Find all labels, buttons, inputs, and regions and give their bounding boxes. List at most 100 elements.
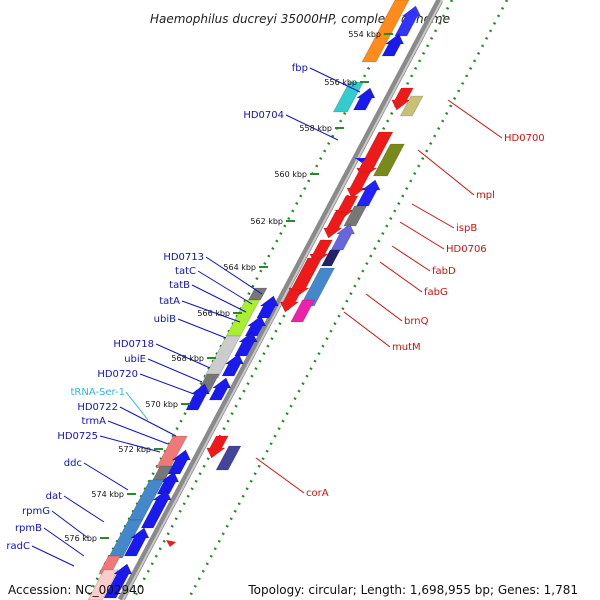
- gene-label-right: fabG: [424, 287, 448, 298]
- gene-feature: [288, 257, 323, 299]
- gene-feature: [234, 331, 258, 357]
- gene-label-left: radC: [6, 541, 30, 552]
- gene-feature: [353, 87, 376, 111]
- gene-feature: [391, 87, 414, 111]
- leader-line: [139, 373, 195, 395]
- leader-line: [31, 545, 75, 567]
- gene-label-right: mpl: [476, 190, 495, 201]
- leader-line: [411, 203, 455, 229]
- gene-label-right: HD0706: [446, 244, 487, 255]
- gene-label-left: ubiB: [154, 314, 176, 325]
- gene-feature: [221, 353, 244, 377]
- leader-line: [205, 256, 263, 295]
- leader-line: [177, 318, 227, 339]
- gene-label-left: ddc: [64, 458, 82, 469]
- accession-text: Accession: NC_002940: [8, 583, 145, 597]
- gene-feature: [323, 211, 348, 239]
- leader-line: [155, 343, 211, 369]
- leader-line: [309, 67, 361, 93]
- gene-label-left: rpmB: [15, 523, 42, 534]
- gene-feature: [372, 143, 405, 177]
- leader-line: [197, 270, 253, 305]
- backbone-line: [117, 0, 444, 600]
- gene-label-left: rpmG: [22, 506, 50, 517]
- gene-feature: [361, 0, 410, 63]
- leader-line: [51, 510, 89, 539]
- gene-label-left: tatB: [169, 280, 190, 291]
- gene-label-right: brnQ: [404, 316, 429, 327]
- leader-line: [343, 311, 391, 348]
- leader-line: [147, 358, 203, 383]
- kbp-tick-label: 566 kbp: [197, 309, 230, 318]
- gene-feature: [185, 383, 210, 411]
- leader-line: [125, 391, 149, 421]
- rna-label: tRNA-Ser-1: [70, 387, 125, 398]
- gene-feature: [394, 5, 421, 37]
- gene-label-left: HD0722: [77, 402, 118, 413]
- kbp-tick-label: 574 kbp: [91, 490, 124, 499]
- leader-line: [191, 284, 247, 313]
- kbp-tick-label: 568 kbp: [171, 354, 204, 363]
- kbp-tick-label: 562 kbp: [250, 217, 283, 226]
- gene-feature: [103, 563, 133, 599]
- leader-line: [83, 462, 129, 491]
- gene-feature: [343, 205, 368, 227]
- gene-label-right: HD0700: [504, 133, 545, 144]
- gene-feature: [279, 289, 303, 313]
- gene-feature: [107, 519, 143, 559]
- leader-line: [255, 457, 305, 494]
- gene-label-left: ubiE: [124, 354, 146, 365]
- gene-feature: [290, 299, 315, 323]
- backbone-highlight: [122, 0, 443, 600]
- gene-label-left: tatA: [159, 296, 180, 307]
- gene-feature: [399, 95, 424, 117]
- gene-feature: [346, 171, 371, 199]
- gene-marker: [355, 158, 366, 163]
- gene-feature: [140, 489, 172, 529]
- leader-line: [391, 245, 431, 272]
- genome-backbone: [117, 0, 444, 600]
- gene-label-right: ispB: [456, 223, 477, 234]
- gene-features: [87, 0, 424, 600]
- leader-line: [107, 420, 169, 445]
- leader-line: [119, 406, 177, 437]
- gene-label-left: HD0718: [113, 339, 154, 350]
- kbp-tick-label: 570 kbp: [145, 400, 178, 409]
- leader-line: [181, 300, 241, 323]
- gene-label-left: trmA: [82, 416, 107, 427]
- genome-summary-text: Topology: circular; Length: 1,698,955 bp…: [248, 583, 578, 597]
- kbp-tick-label: 560 kbp: [274, 170, 307, 179]
- gene-feature: [208, 377, 232, 401]
- gene-feature: [381, 33, 405, 57]
- kbp-tick-label: 556 kbp: [324, 78, 357, 87]
- leader-line: [417, 149, 475, 196]
- map-title: Haemophilus ducreyi 35000HP, complete ge…: [150, 12, 450, 26]
- gene-feature: [321, 249, 341, 267]
- gene-feature: [203, 335, 241, 379]
- leader-line: [99, 435, 161, 453]
- leader-line: [365, 293, 403, 322]
- leader-line: [399, 221, 445, 250]
- gene-labels: fbp HD0704 HD0713 tatC tatB tatA ubiB HD0718 ubi…: [6, 63, 544, 552]
- gene-feature: [87, 569, 119, 600]
- gene-feature: [256, 295, 279, 319]
- kbp-tick-label: 564 kbp: [223, 263, 256, 272]
- gene-label-right: corA: [306, 488, 329, 499]
- leader-line: [285, 114, 339, 141]
- kbp-ticks: 554 kbp 556 kbp 558 kbp 560 kbp 562 kbp 564 k…: [64, 30, 393, 543]
- gene-feature: [206, 435, 229, 459]
- kbp-tick-label: 572 kbp: [118, 445, 151, 454]
- gene-marker: [166, 540, 176, 547]
- leader-line: [447, 99, 503, 139]
- kbp-tick-label: 558 kbp: [299, 124, 332, 133]
- kbp-tick-label: 576 kbp: [64, 534, 97, 543]
- gene-feature: [123, 527, 150, 557]
- label-leaders: [31, 67, 503, 567]
- gene-feature: [248, 287, 268, 301]
- gene-label-left: tatC: [175, 266, 196, 277]
- gene-feature: [299, 267, 335, 307]
- leader-line: [63, 495, 105, 523]
- gene-label-left: HD0720: [97, 369, 138, 380]
- kbp-tick-label: 554 kbp: [348, 30, 381, 39]
